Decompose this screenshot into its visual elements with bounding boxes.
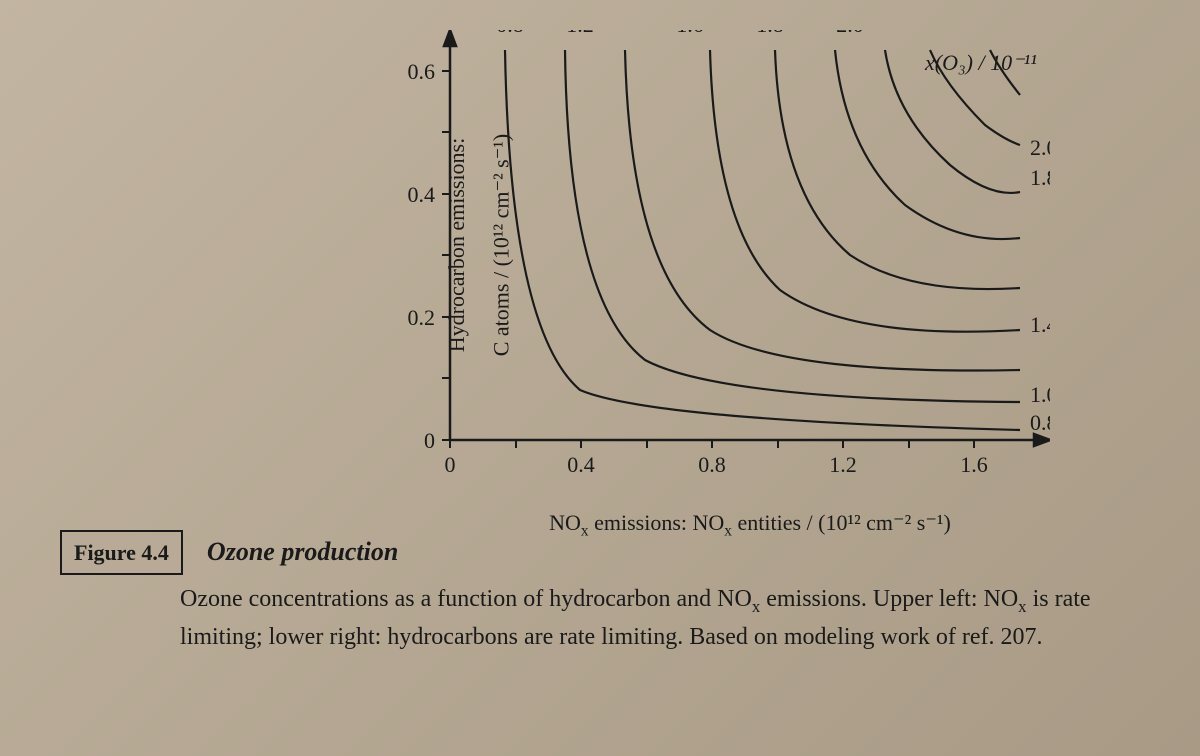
contour-0.8 [505,50,1020,430]
caption-body-1: Ozone concentrations as a function of hy… [180,586,752,612]
caption-title: Ozone production [207,537,398,566]
xtick-16: 1.6 [960,452,988,477]
right-1.4: 1.4 [1030,312,1050,337]
right-0.8: 0.8 [1030,410,1050,435]
xtick-12: 1.2 [829,452,857,477]
right-1.0: 1.0 [1030,382,1050,407]
caption-body-2: emissions. Upper left: NO [760,586,1018,612]
top-08: 0.8 [496,30,524,37]
caption-sub-2: x [1018,597,1026,616]
xtick-08: 0.8 [698,452,726,477]
figure-number: Figure 4.4 [60,530,183,575]
right-1.8a: 1.8 [1030,165,1050,190]
page-root: Hydrocarbon emissions: C atoms / (10¹² c… [0,0,1200,756]
contour-plot-svg: 0 0.2 0.4 0.6 0 0.4 0.8 1.2 [350,30,1050,490]
top-right-label: x(O₃) / 10⁻¹¹ [924,50,1037,75]
contour-1.0 [565,50,1020,402]
top-18: 1.8 [756,30,784,37]
right-2.0a: 2.0 [1030,135,1050,160]
caption-sub-1: x [752,597,760,616]
top-12: 1.2 [566,30,594,37]
figure-caption: Figure 4.4 Ozone production Ozone concen… [60,530,1160,655]
contour-1.6 [775,50,1020,289]
contour-1.8 [835,50,1020,239]
ytick-02: 0.2 [408,305,436,330]
xtick-0: 0 [445,452,456,477]
chart-container: Hydrocarbon emissions: C atoms / (10¹² c… [350,30,1050,460]
ytick-0: 0 [424,428,435,453]
xtick-04: 0.4 [567,452,595,477]
caption-body: Ozone concentrations as a function of hy… [60,581,1160,655]
ytick-04: 0.4 [408,182,436,207]
ytick-06: 0.6 [408,59,436,84]
top-16: 1.6 [676,30,704,37]
top-20: 2.0 [836,30,864,37]
